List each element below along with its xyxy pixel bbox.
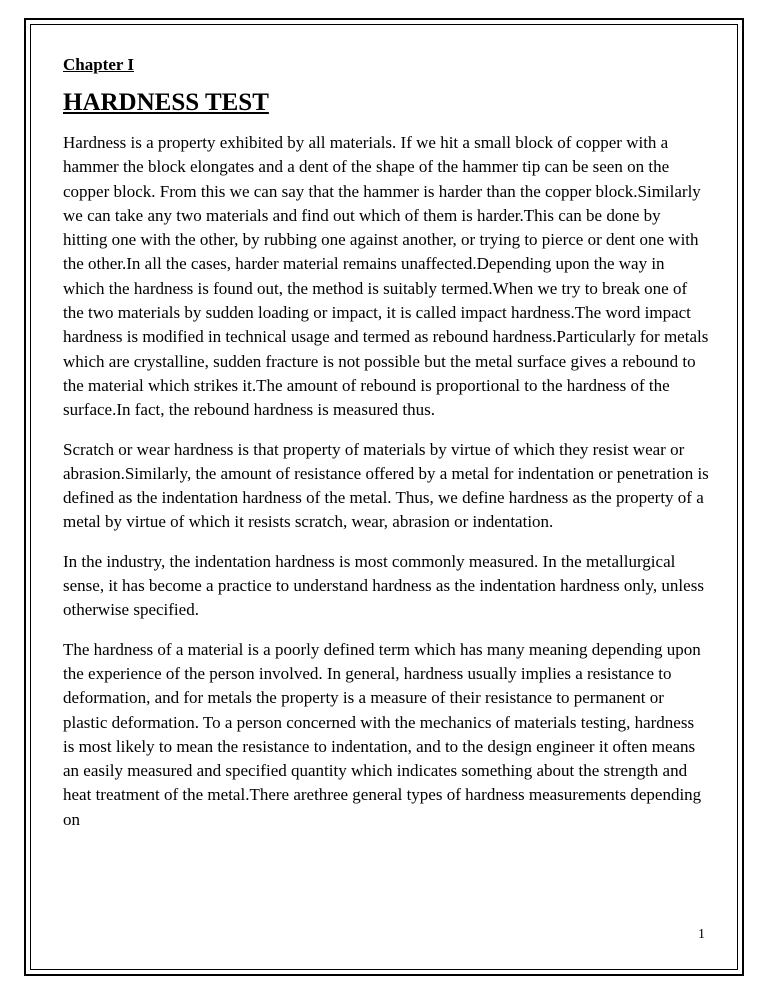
paragraph: The hardness of a material is a poorly d… (63, 638, 709, 832)
paragraph: In the industry, the indentation hardnes… (63, 550, 709, 623)
page-outer-border: Chapter I HARDNESS TEST Hardness is a pr… (24, 18, 744, 976)
paragraph: Hardness is a property exhibited by all … (63, 131, 709, 423)
chapter-label: Chapter I (63, 55, 709, 75)
page-inner-border: Chapter I HARDNESS TEST Hardness is a pr… (30, 24, 738, 970)
page-number: 1 (63, 927, 709, 943)
paragraph: Scratch or wear hardness is that propert… (63, 438, 709, 535)
document-title: HARDNESS TEST (63, 89, 709, 117)
